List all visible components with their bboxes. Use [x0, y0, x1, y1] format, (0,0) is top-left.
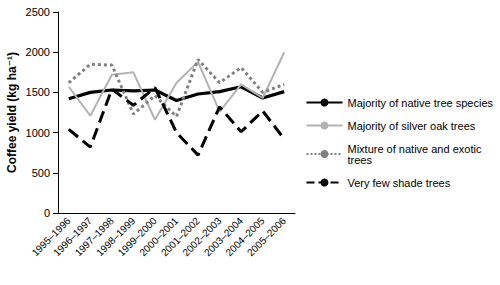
svg-text:2005–2006: 2005–2006: [245, 215, 288, 258]
svg-text:2003–2004: 2003–2004: [201, 215, 245, 259]
svg-text:Majority of silver oak trees: Majority of silver oak trees: [347, 120, 475, 132]
svg-text:1999–2000: 1999–2000: [115, 215, 159, 259]
svg-text:1500: 1500: [26, 86, 50, 98]
svg-text:trees: trees: [347, 154, 372, 166]
svg-text:2001–2002: 2001–2002: [158, 215, 202, 259]
svg-text:Very few shade trees: Very few shade trees: [347, 177, 450, 189]
svg-text:1998–1999: 1998–1999: [94, 215, 138, 259]
svg-text:0: 0: [44, 207, 50, 219]
svg-text:500: 500: [32, 167, 50, 179]
svg-text:2500: 2500: [26, 6, 50, 18]
svg-text:2004–2005: 2004–2005: [223, 215, 267, 259]
svg-text:1000: 1000: [26, 127, 50, 139]
svg-text:1997–1998: 1997–1998: [72, 215, 116, 259]
svg-text:2000–2001: 2000–2001: [137, 215, 181, 259]
svg-text:Coffee yield (kg ha⁻¹): Coffee yield (kg ha⁻¹): [5, 52, 19, 173]
svg-text:1995–1996: 1995–1996: [29, 215, 73, 259]
svg-text:1996–1997: 1996–1997: [51, 215, 95, 259]
svg-text:Mixture of native and exotic: Mixture of native and exotic: [347, 142, 485, 155]
svg-text:2000: 2000: [26, 46, 50, 58]
svg-text:2002–2003: 2002–2003: [180, 215, 224, 259]
svg-text:Majority of native tree specie: Majority of native tree species: [347, 97, 493, 109]
